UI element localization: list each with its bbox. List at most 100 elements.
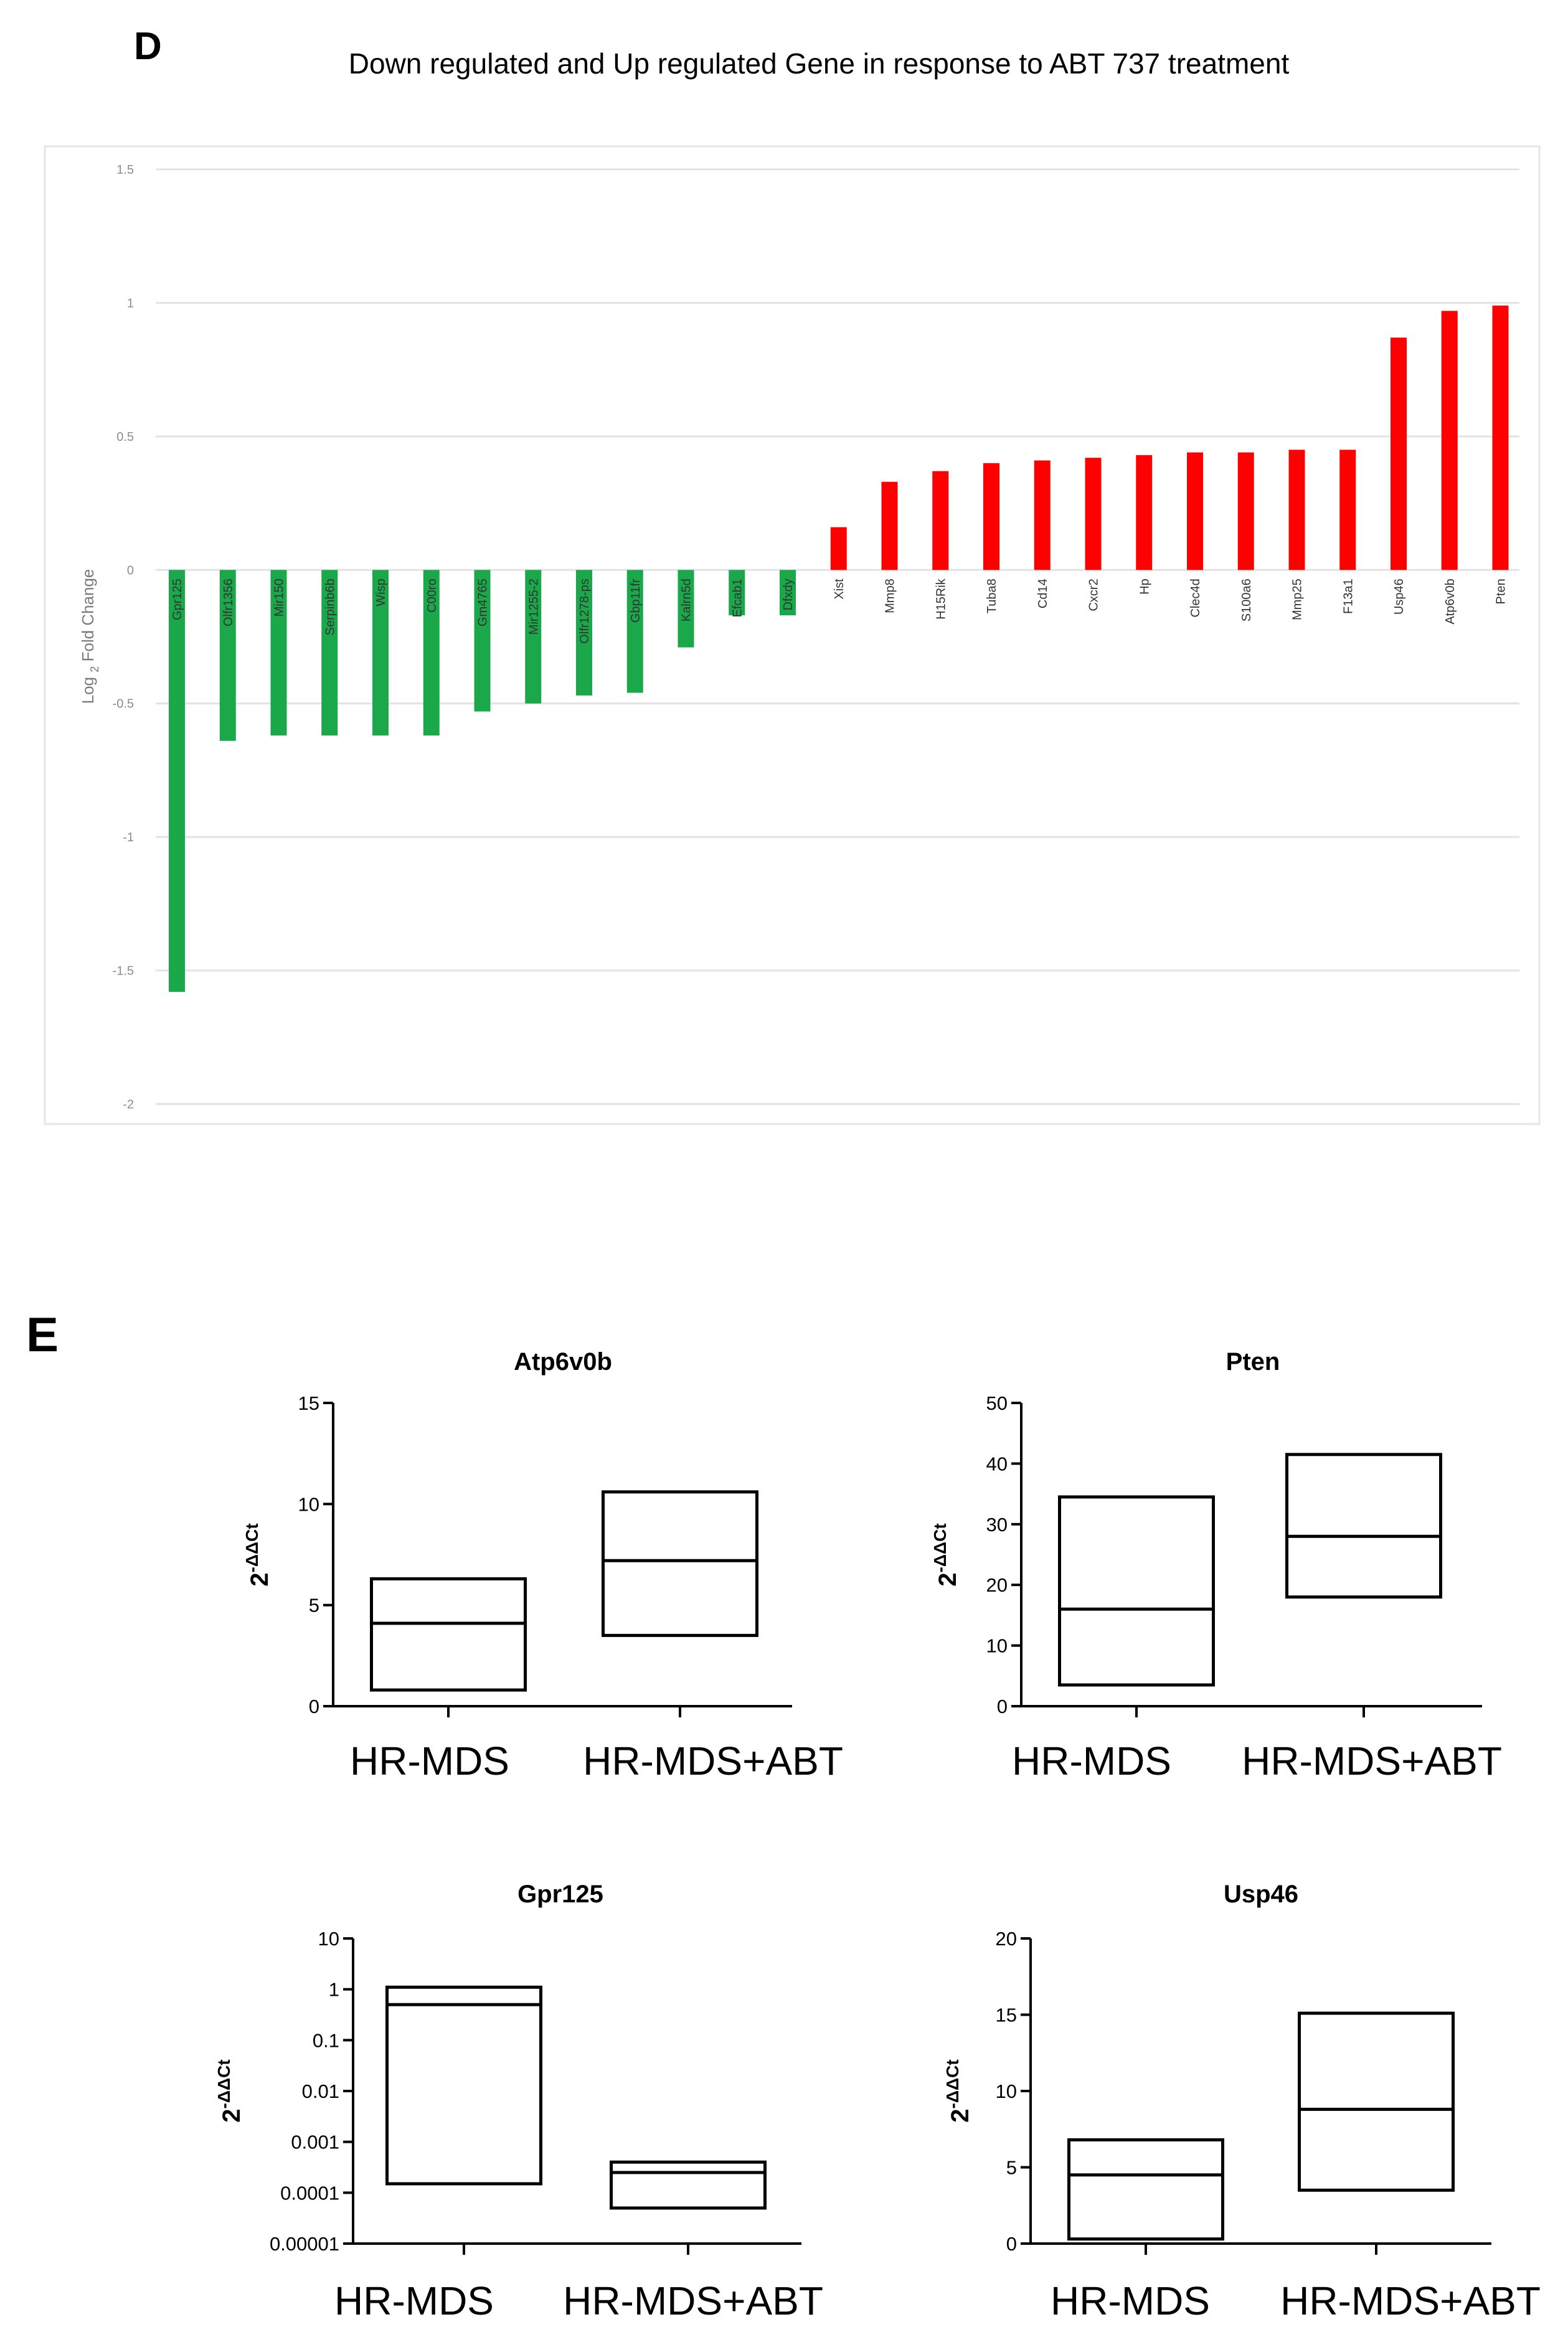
y-tick-label: 10 bbox=[298, 1493, 319, 1515]
y-tick-label: 30 bbox=[986, 1514, 1008, 1536]
bar bbox=[932, 471, 949, 570]
y-tick-label: 0 bbox=[997, 1696, 1008, 1717]
y-axis-label: 2-ΔΔCt bbox=[943, 2059, 974, 2122]
bar bbox=[525, 570, 542, 704]
bar bbox=[1391, 338, 1407, 570]
y-axis-label-main: Log bbox=[78, 673, 97, 704]
bar bbox=[678, 570, 694, 648]
box bbox=[1285, 1453, 1442, 1599]
box bbox=[1067, 2138, 1224, 2241]
y-tick-label: 0.001 bbox=[291, 2131, 339, 2153]
y-tick-label: -1 bbox=[123, 831, 134, 844]
bar bbox=[1085, 458, 1102, 570]
bar bbox=[881, 481, 898, 570]
bar-category-label: H15Rik bbox=[934, 578, 948, 620]
box bbox=[602, 1490, 758, 1637]
bar bbox=[1492, 305, 1509, 570]
y-tick-label: 50 bbox=[986, 1392, 1008, 1414]
y-axis-label: 2-ΔΔCt bbox=[930, 1523, 961, 1586]
y-tick-label: -2 bbox=[123, 1098, 134, 1112]
bar bbox=[169, 570, 185, 992]
y-tick-label: 0 bbox=[127, 564, 134, 577]
x-category-label: HR-MDS+ABT bbox=[1280, 2278, 1541, 2323]
bar bbox=[830, 527, 847, 570]
x-category-label: HR-MDS+ABT bbox=[563, 2278, 823, 2323]
y-axis-label-base: 2 bbox=[246, 1572, 273, 1586]
bar bbox=[270, 570, 287, 736]
bar bbox=[1034, 460, 1051, 570]
y-axis-label-exponent: -ΔΔCt bbox=[214, 2059, 234, 2108]
bar-category-label: C00ro bbox=[425, 578, 439, 612]
x-category-label: HR-MDS+ABT bbox=[1242, 1739, 1502, 1783]
bar-chart-frame bbox=[44, 145, 1541, 1125]
box-chart: Atp6v0b 0 5 10 15 2-ΔΔCt HR-MDS HR-MDS+ABT bbox=[242, 1348, 843, 1783]
bar bbox=[1136, 455, 1153, 570]
y-axis-label-sub: 2 bbox=[88, 666, 101, 673]
bar-category-label: Cd14 bbox=[1036, 578, 1050, 608]
box-chart: Gpr125 10 1 0.1 0.01 0.001 0.0001 0.00001 2-ΔΔCt… bbox=[214, 1881, 823, 2323]
box-chart-title: Gpr125 bbox=[517, 1881, 603, 1908]
box-chart: Usp46 0 5 10 15 20 2-ΔΔCt HR-MDS HR-MDS+ABT bbox=[943, 1881, 1541, 2323]
x-category-label: HR-MDS bbox=[1051, 2278, 1210, 2323]
y-tick-label: 0 bbox=[309, 1696, 319, 1717]
y-tick-label: 40 bbox=[986, 1453, 1008, 1475]
bar bbox=[321, 570, 338, 736]
bar bbox=[1441, 311, 1458, 570]
x-category-label: HR-MDS+ABT bbox=[583, 1739, 843, 1783]
y-tick-label: 20 bbox=[986, 1574, 1008, 1596]
bar-category-label: Pten bbox=[1495, 578, 1508, 604]
bar-category-label: Wisp bbox=[374, 578, 388, 606]
y-axis-label: 2-ΔΔCt bbox=[214, 2059, 245, 2122]
bar-category-label: Gbp11fr bbox=[629, 578, 643, 623]
bar-category-label: Usp46 bbox=[1392, 578, 1406, 615]
bar-category-label: Gpr125 bbox=[171, 578, 184, 620]
bar-category-label: Olfr1356 bbox=[222, 578, 235, 626]
bar-category-label: Hp bbox=[1138, 578, 1151, 595]
y-tick-label: 5 bbox=[1006, 2157, 1017, 2179]
bar-category-label: Mir1255-2 bbox=[527, 578, 541, 635]
y-tick-label: 10 bbox=[996, 2080, 1017, 2102]
y-tick-label: 0 bbox=[1006, 2233, 1017, 2255]
box bbox=[1058, 1495, 1215, 1687]
y-tick-label: 0.1 bbox=[313, 2029, 339, 2051]
panel-e-letter: E bbox=[26, 1307, 59, 1362]
y-axis-label-base: 2 bbox=[934, 1572, 961, 1586]
bar-category-label: Mir150 bbox=[273, 578, 286, 616]
bar-category-label: Serpinb6b bbox=[323, 578, 337, 635]
panel-d-letter: D bbox=[134, 25, 162, 68]
y-tick-label: 5 bbox=[309, 1595, 319, 1617]
bar bbox=[576, 570, 592, 696]
box-chart: Pten 0 10 20 30 40 50 2-ΔΔCt HR-MDS HR-MDS+ABT bbox=[930, 1348, 1502, 1783]
y-tick-label: 20 bbox=[996, 1928, 1017, 1950]
x-category-label: HR-MDS bbox=[334, 2278, 494, 2323]
bar-category-label: Gm4765 bbox=[476, 578, 490, 626]
bar-category-label: F13a1 bbox=[1341, 578, 1355, 614]
bar-category-label: Xist bbox=[833, 578, 846, 600]
bar bbox=[626, 570, 643, 693]
bar bbox=[423, 570, 440, 736]
bar-category-label: S100a6 bbox=[1240, 578, 1254, 621]
y-tick-label: 0.5 bbox=[116, 430, 134, 444]
bar-category-label: Kalrn5d bbox=[680, 578, 694, 621]
bar bbox=[1339, 450, 1356, 570]
box-chart-title: Atp6v0b bbox=[514, 1348, 612, 1376]
y-axis-label-base: 2 bbox=[218, 2108, 245, 2122]
bar-category-label: Mmp25 bbox=[1291, 578, 1305, 620]
bar-category-label: Mmp8 bbox=[884, 578, 897, 613]
y-tick-label: 10 bbox=[318, 1928, 339, 1950]
y-axis-label-rest: Fold Change bbox=[78, 569, 97, 666]
bar-chart: 1.5 1 0.5 0 -0.5 -1 -1.5 -2 Log 2 Fold Change Gpr… bbox=[78, 163, 1519, 1112]
y-tick-label: -1.5 bbox=[113, 965, 134, 978]
bar bbox=[983, 463, 999, 570]
x-category-label: HR-MDS bbox=[350, 1739, 509, 1783]
y-axis-label-base: 2 bbox=[947, 2108, 974, 2122]
bar bbox=[1288, 450, 1305, 570]
box bbox=[1298, 2011, 1455, 2192]
bar bbox=[1187, 452, 1203, 570]
bar-category-label: Tuba8 bbox=[985, 578, 999, 613]
bar bbox=[474, 570, 491, 712]
y-tick-label: -0.5 bbox=[113, 697, 134, 711]
bar-category-label: Dfxdy bbox=[782, 578, 795, 610]
